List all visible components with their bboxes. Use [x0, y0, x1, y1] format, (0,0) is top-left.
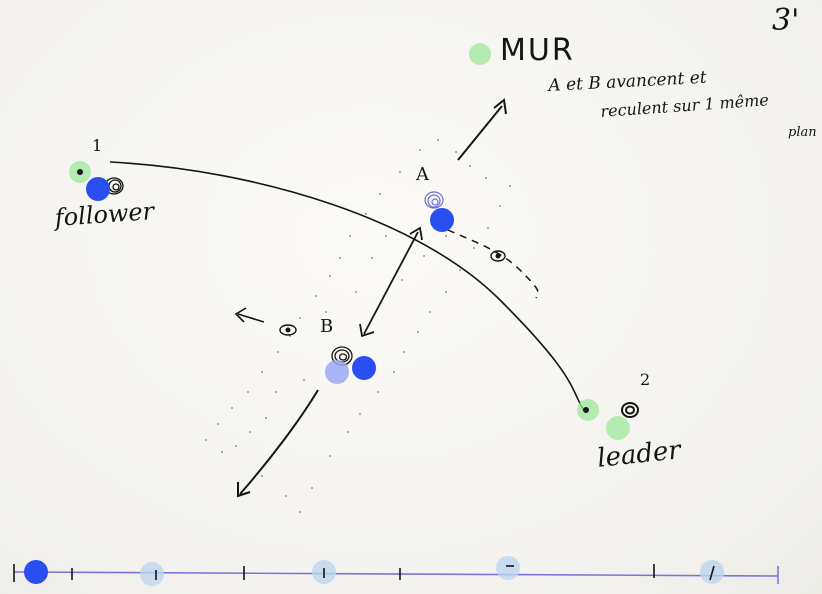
arrow-down-left [239, 389, 319, 495]
timeline-keyframe-1[interactable] [140, 562, 164, 586]
blue-marker-follower[interactable] [86, 177, 110, 201]
dot-follower [77, 169, 83, 175]
label-a: A [416, 164, 429, 185]
arrow-left-b [237, 313, 265, 323]
blue-marker-a[interactable] [430, 208, 454, 232]
timeline[interactable] [13, 556, 779, 586]
faded-blue-marker-b[interactable] [325, 360, 349, 384]
scribble-a [424, 191, 444, 209]
wall-label: MUR [500, 33, 575, 68]
arrow-head-a [409, 226, 423, 241]
eye-icon-b [279, 324, 297, 336]
follower-label: follower [53, 197, 155, 232]
green-marker-mur[interactable] [469, 43, 491, 65]
page-number: 3' [772, 3, 800, 38]
dashed-gaze-a [447, 229, 539, 299]
label-two: 2 [640, 370, 651, 389]
arrow-to-mur [457, 105, 503, 161]
note-line-3: plan [788, 125, 817, 140]
stippled-plane [205, 139, 511, 513]
arrow-head-down [237, 482, 251, 498]
blue-marker-b[interactable] [352, 356, 376, 380]
arrow-head-left [234, 307, 247, 323]
timeline-keyframe-3[interactable] [496, 556, 520, 580]
arrow-head-b [359, 323, 375, 338]
timeline-ticks [13, 564, 715, 582]
dot-leader [583, 407, 589, 413]
scribble-leader [621, 402, 639, 418]
path-arc [109, 161, 586, 413]
label-b: B [320, 316, 334, 337]
timeline-playhead[interactable] [24, 560, 48, 584]
eye-icon-a [490, 250, 506, 262]
label-one: 1 [92, 136, 103, 155]
arrow-head-mur [493, 98, 507, 115]
double-arrow-ab [363, 231, 419, 335]
timeline-track[interactable] [13, 571, 779, 577]
green-marker-leader-2[interactable] [606, 416, 630, 440]
